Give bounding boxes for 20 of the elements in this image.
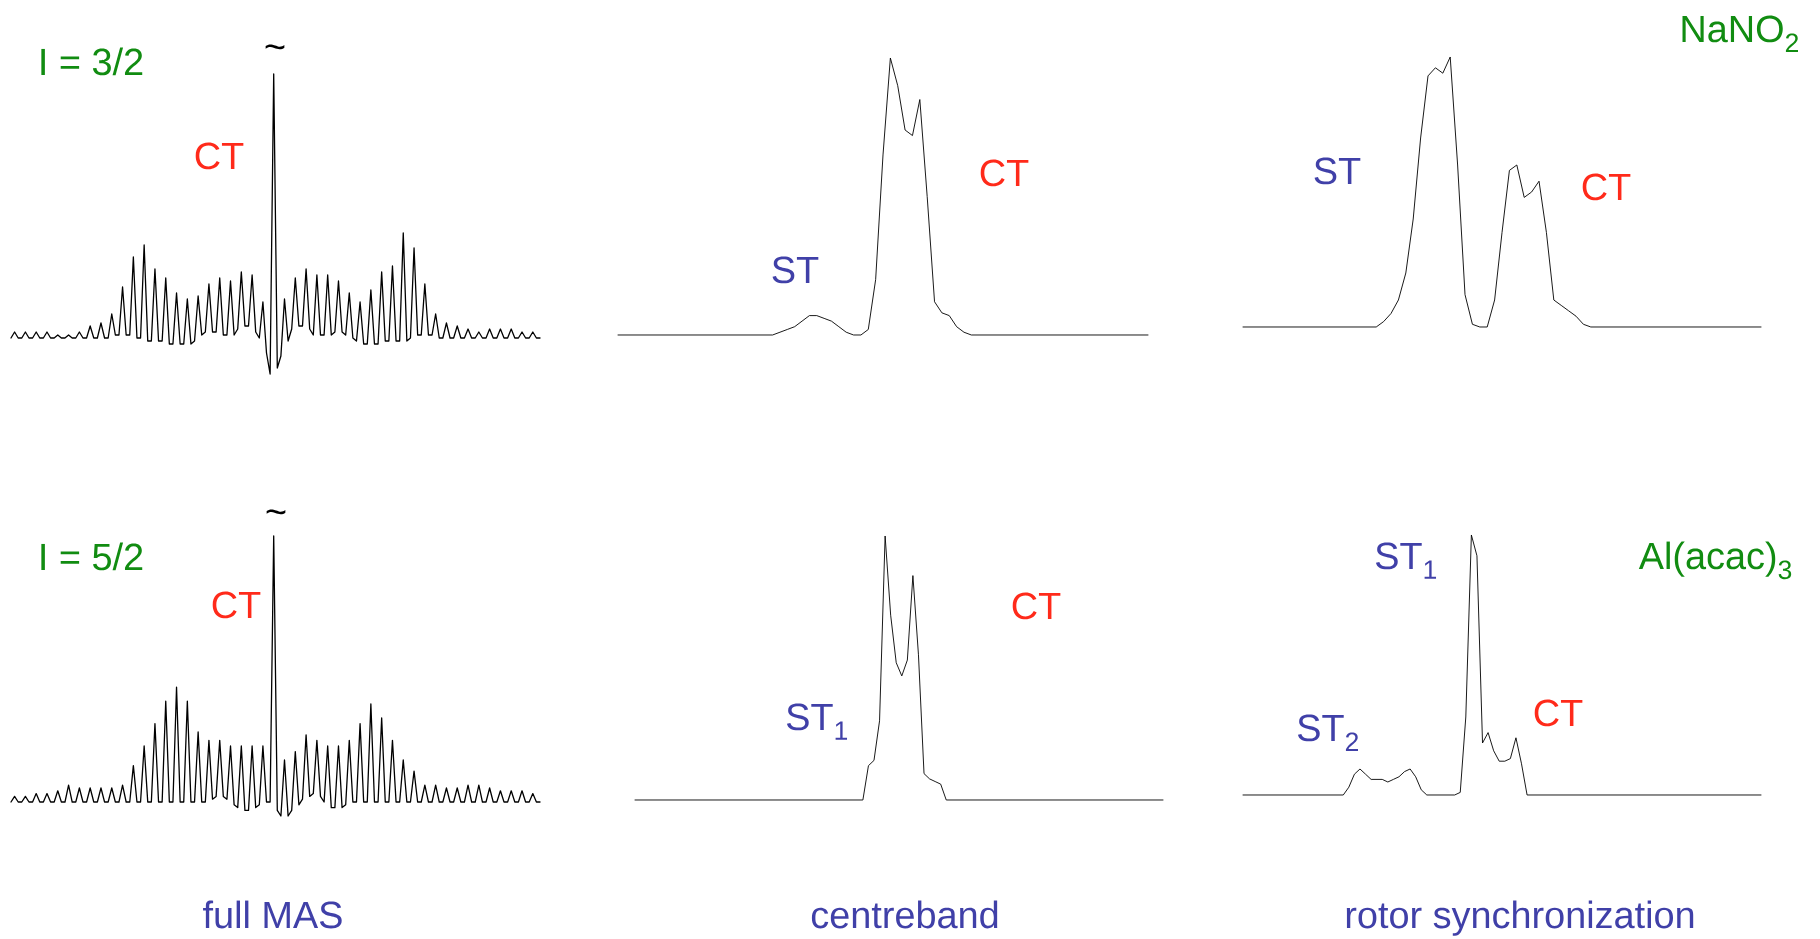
annotation: CT (195, 142, 244, 170)
text: ~ (266, 509, 286, 515)
text: NaNO$_{2}$ (1682, 15, 1798, 52)
annotation: CT (980, 159, 1029, 187)
text: ~ (265, 44, 285, 50)
annotation: ST (772, 256, 819, 284)
annotation: ST$_{1}$ (1375, 542, 1437, 579)
annotation: Al(acac)$_{3}$ (1638, 541, 1792, 580)
annotation: I = 3/2 (41, 47, 143, 76)
annotation: CT (212, 591, 261, 619)
annotation: ST (1314, 157, 1361, 185)
x-axis-title: rotor synchronization (1346, 900, 1694, 936)
annotation: ST$_{1}$ (786, 703, 848, 740)
annotation: CT (1534, 699, 1583, 727)
annotation: I = 5/2 (41, 542, 143, 571)
annotation: ST$_{2}$ (1297, 714, 1358, 751)
x-axis-title: full MAS (203, 900, 342, 929)
x-axis-title: centreband (811, 900, 998, 929)
annotation: CT (1012, 592, 1061, 620)
annotation: CT (1582, 173, 1631, 201)
